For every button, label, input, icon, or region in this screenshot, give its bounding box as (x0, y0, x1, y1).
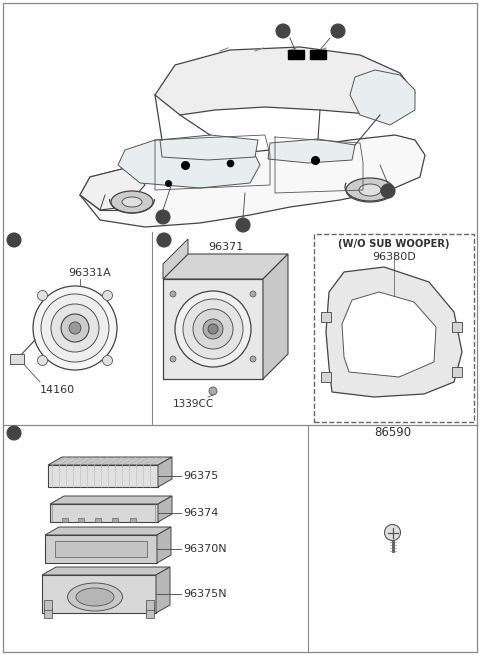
Ellipse shape (111, 191, 153, 213)
Bar (452, 322, 462, 332)
Circle shape (276, 24, 290, 38)
Circle shape (69, 322, 81, 334)
Circle shape (250, 291, 256, 297)
Polygon shape (326, 267, 462, 397)
Circle shape (7, 233, 21, 247)
Bar (10, 354, 24, 364)
Ellipse shape (346, 178, 394, 202)
Polygon shape (268, 139, 355, 163)
Circle shape (51, 304, 99, 352)
Circle shape (250, 356, 256, 362)
Circle shape (103, 290, 112, 301)
Circle shape (331, 24, 345, 38)
Ellipse shape (359, 184, 381, 196)
Bar (95, 518, 101, 522)
Bar (44, 600, 52, 610)
Bar (321, 372, 331, 382)
Text: b: b (280, 26, 286, 36)
Polygon shape (158, 496, 172, 522)
Polygon shape (48, 457, 172, 465)
Circle shape (183, 299, 243, 359)
Polygon shape (155, 47, 415, 115)
Circle shape (41, 294, 109, 362)
Text: 96380D: 96380D (372, 252, 416, 262)
Text: c: c (12, 428, 17, 438)
Ellipse shape (122, 197, 142, 207)
Polygon shape (163, 279, 263, 379)
Bar (78, 518, 84, 522)
Text: a: a (240, 220, 246, 230)
Circle shape (61, 314, 89, 342)
Ellipse shape (76, 588, 114, 606)
Text: b: b (161, 235, 167, 245)
Polygon shape (45, 527, 171, 535)
Bar (146, 600, 154, 610)
Bar (314, 234, 474, 422)
Text: 1339CC: 1339CC (172, 399, 214, 409)
Polygon shape (80, 167, 145, 210)
Text: 96331A: 96331A (69, 268, 111, 278)
Polygon shape (80, 135, 425, 227)
Circle shape (37, 356, 48, 365)
Bar (321, 312, 331, 322)
Circle shape (37, 290, 48, 301)
Bar (50, 504, 158, 522)
Text: 96375N: 96375N (183, 589, 227, 599)
Bar (310, 50, 326, 59)
Circle shape (170, 356, 176, 362)
Circle shape (193, 309, 233, 349)
Text: a: a (11, 235, 17, 245)
Polygon shape (163, 239, 188, 279)
Polygon shape (263, 254, 288, 379)
Circle shape (236, 218, 250, 232)
Polygon shape (157, 527, 171, 563)
Polygon shape (156, 567, 170, 613)
Bar (146, 608, 154, 618)
Polygon shape (158, 457, 172, 487)
Bar (288, 50, 304, 59)
Polygon shape (163, 254, 288, 279)
Text: 96370N: 96370N (183, 544, 227, 554)
Polygon shape (160, 135, 258, 160)
Text: c: c (336, 26, 341, 36)
Circle shape (156, 210, 170, 224)
Bar (44, 608, 52, 618)
Text: 14160: 14160 (39, 385, 74, 395)
Circle shape (7, 426, 21, 440)
Text: 96375: 96375 (183, 471, 218, 481)
Ellipse shape (68, 583, 122, 611)
Circle shape (33, 286, 117, 370)
Circle shape (157, 233, 171, 247)
Bar (45, 535, 157, 563)
Bar (48, 465, 158, 487)
Bar (452, 367, 462, 377)
Text: a: a (385, 186, 391, 196)
Circle shape (203, 319, 223, 339)
Text: 96374: 96374 (183, 508, 218, 518)
Text: 86590: 86590 (374, 426, 411, 440)
Text: 96371: 96371 (208, 242, 244, 252)
Circle shape (208, 324, 218, 334)
Bar (62, 518, 68, 522)
Polygon shape (42, 567, 170, 575)
Text: (W/O SUB WOOPER): (W/O SUB WOOPER) (338, 239, 450, 249)
Polygon shape (118, 137, 260, 188)
Bar (130, 518, 136, 522)
Polygon shape (342, 292, 436, 377)
Polygon shape (50, 496, 172, 504)
Circle shape (381, 184, 395, 198)
Text: a: a (160, 212, 166, 222)
Polygon shape (350, 70, 415, 125)
Circle shape (170, 291, 176, 297)
Circle shape (175, 291, 251, 367)
Circle shape (209, 387, 217, 395)
Circle shape (103, 356, 112, 365)
Bar (55, 541, 147, 557)
Bar (42, 575, 156, 613)
Bar (112, 518, 118, 522)
Circle shape (384, 525, 400, 540)
